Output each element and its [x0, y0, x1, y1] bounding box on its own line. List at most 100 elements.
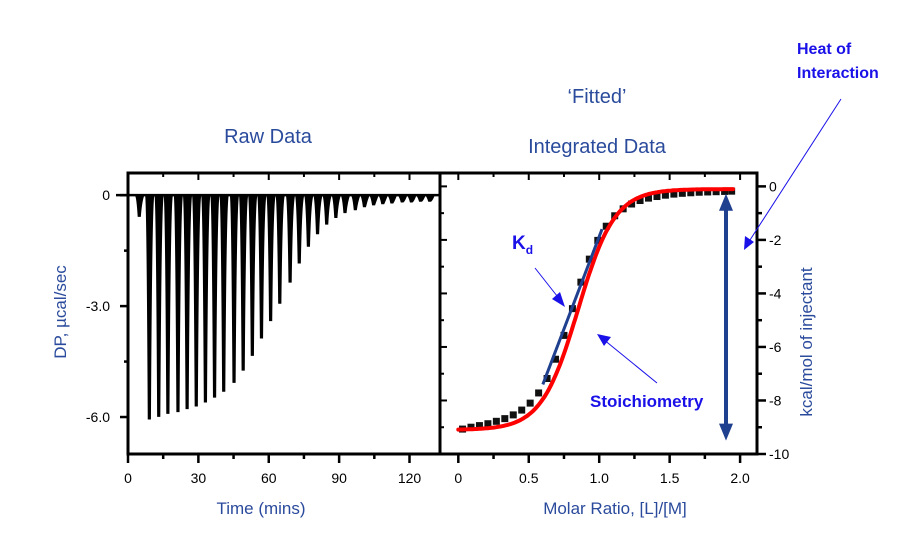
integrated-data-chart: 0 -2 -4 -6 -8 -10 0 0.5 1.0 1.5 2.0 Mola…: [438, 171, 816, 518]
arrow-down-icon: [719, 423, 734, 441]
data-point: [678, 189, 686, 197]
raw-ytick-label: -6.0: [86, 409, 110, 425]
integrated-axis-ticks: [440, 173, 766, 463]
int-ytick-label: -6: [769, 339, 782, 355]
raw-peak: [229, 194, 240, 383]
data-point: [645, 194, 653, 202]
raw-peak: [182, 194, 193, 410]
raw-ytick-label: 0: [102, 187, 110, 203]
raw-peak: [331, 194, 341, 218]
fitted-title: ‘Fitted’: [568, 86, 627, 108]
data-point: [475, 422, 483, 430]
raw-data-title: Raw Data: [224, 126, 313, 148]
kd-label: Kd: [512, 233, 533, 257]
data-point: [653, 193, 661, 201]
raw-peak: [407, 194, 417, 203]
raw-peak: [285, 194, 296, 283]
raw-peak: [247, 194, 258, 356]
raw-peak: [257, 194, 267, 339]
kd-tangent-line: [541, 228, 604, 385]
data-point: [602, 222, 610, 230]
data-point: [526, 399, 534, 407]
raw-x-axis-label: Time (mins): [216, 499, 305, 518]
arrow-up-icon: [719, 193, 734, 211]
raw-peak: [275, 194, 285, 304]
raw-xtick-label: 120: [398, 470, 422, 486]
data-point: [518, 406, 526, 414]
data-point: [670, 190, 678, 198]
data-point: [484, 420, 492, 428]
raw-peak: [425, 194, 435, 202]
int-xtick-label: 1.0: [589, 470, 609, 486]
kd-arrowhead-icon: [552, 292, 565, 307]
raw-peak: [238, 194, 249, 371]
int-xtick-label: 1.5: [660, 470, 680, 486]
heat-pointer-line: [749, 98, 842, 241]
raw-axis-ticks: [120, 173, 411, 463]
heat-label-line1: Heat of: [797, 41, 852, 58]
raw-ytick-label: -3.0: [86, 298, 110, 314]
raw-peak: [191, 194, 202, 407]
int-y-axis-label: kcal/mol of injectant: [797, 267, 816, 417]
raw-peak: [304, 194, 314, 247]
int-ytick-label: -2: [769, 232, 782, 248]
raw-peak: [134, 194, 145, 217]
data-point: [552, 355, 560, 363]
int-ytick-label: -4: [769, 285, 782, 301]
raw-peak: [360, 194, 370, 208]
data-point: [492, 417, 500, 425]
heat-label-line2: Interaction: [797, 65, 879, 82]
int-ytick-label: -10: [769, 446, 789, 462]
integrated-plot-frame: [438, 171, 759, 456]
raw-peak: [154, 194, 164, 417]
raw-peak: [144, 194, 155, 420]
raw-peak: [163, 194, 173, 414]
heat-arrowhead-icon: [744, 236, 754, 250]
data-point: [728, 187, 736, 195]
kd-label-main: K: [512, 233, 526, 254]
int-ytick-label: 0: [769, 178, 777, 194]
raw-peak: [340, 194, 351, 214]
kd-annotation: Kd: [512, 233, 565, 307]
fit-curve: [456, 187, 735, 432]
raw-peak: [313, 194, 323, 235]
data-point: [636, 197, 644, 205]
raw-peak: [369, 194, 379, 206]
stoichiometry-label: Stoichiometry: [590, 392, 704, 411]
raw-xtick-label: 90: [331, 470, 347, 486]
raw-data-chart: 0 -3.0 -6.0 0 30 60 90 120 Time (mins) D…: [51, 171, 442, 518]
raw-peak: [351, 194, 361, 211]
data-point: [712, 188, 720, 196]
data-point: [501, 415, 509, 423]
data-point: [509, 411, 517, 419]
raw-peak: [266, 194, 276, 322]
data-point: [695, 188, 703, 196]
int-x-axis-label: Molar Ratio, [L]/[M]: [543, 499, 687, 518]
int-xtick-label: 0: [454, 470, 462, 486]
raw-peak: [210, 194, 220, 398]
int-ytick-label: -8: [769, 392, 782, 408]
raw-data-trace: [116, 193, 440, 420]
raw-y-axis-label: DP, µcal/sec: [51, 265, 70, 359]
stoichiometry-pointer-line: [602, 338, 658, 384]
data-point: [535, 389, 543, 397]
raw-peak: [378, 194, 388, 205]
int-xtick-label: 0.5: [519, 470, 539, 486]
stoichiometry-arrowhead-icon: [597, 334, 611, 346]
stoichiometry-annotation: Stoichiometry: [590, 334, 704, 411]
data-point: [661, 191, 669, 199]
data-point: [628, 200, 636, 208]
data-point: [560, 331, 568, 339]
data-point: [721, 187, 729, 195]
raw-peak: [201, 194, 211, 403]
raw-peak: [397, 194, 408, 203]
heat-double-arrow: [719, 193, 734, 441]
raw-xtick-label: 60: [261, 470, 277, 486]
raw-peak: [416, 194, 426, 202]
raw-peak: [387, 194, 397, 204]
raw-peak: [219, 194, 229, 392]
raw-xtick-label: 30: [191, 470, 207, 486]
data-point: [687, 189, 695, 197]
raw-peak: [294, 194, 305, 264]
